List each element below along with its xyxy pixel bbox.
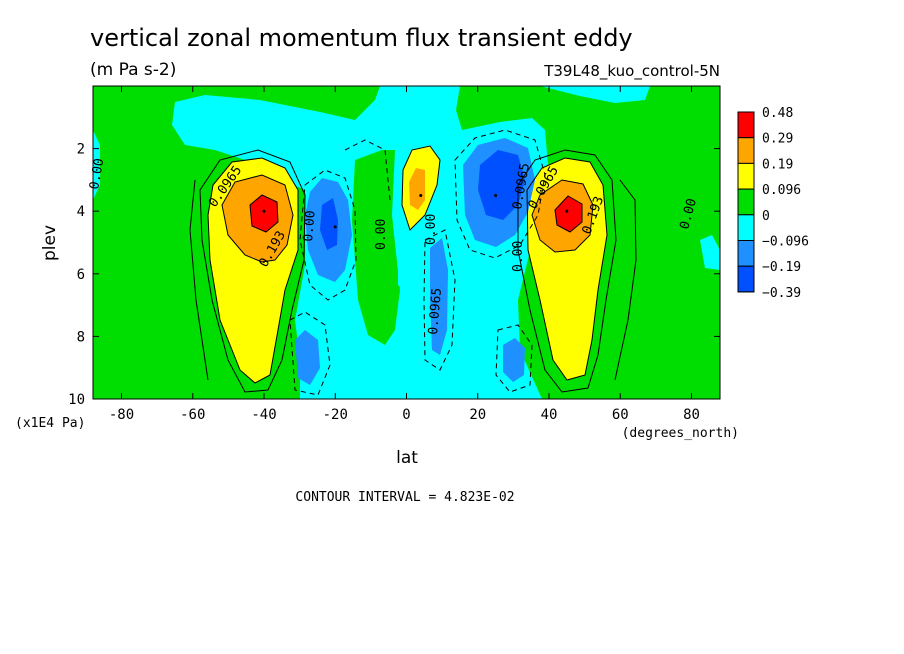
colorbar-label: 0 xyxy=(762,209,770,224)
x-tick-label: -80 xyxy=(109,407,134,423)
contour-label: 0.00 xyxy=(301,210,319,243)
red-core-west xyxy=(250,195,278,232)
contour-line-west-far xyxy=(189,179,209,381)
chart-units: (m Pa s-2) xyxy=(90,60,176,80)
colorbar-label: −0.096 xyxy=(762,235,809,250)
contour-line-dashed-west xyxy=(299,169,357,301)
x-tick-label: -40 xyxy=(251,407,276,423)
contour-line-east-outer xyxy=(517,149,617,393)
x-tick-label: 0 xyxy=(402,407,410,423)
y-tick-label: 10 xyxy=(68,392,85,408)
y-tick-label: 4 xyxy=(77,204,85,220)
cyan-bite-west xyxy=(93,130,100,200)
colorbar-swatch xyxy=(737,265,755,293)
cyan-slit xyxy=(398,240,406,290)
contour-line-center-yellow xyxy=(401,145,441,231)
dataset-label: T39L48_kuo_control-5N xyxy=(543,62,720,81)
colorbar-label: −0.39 xyxy=(762,286,801,301)
contour-field xyxy=(93,86,720,399)
extremum-marker xyxy=(565,209,569,213)
extremum-marker xyxy=(262,209,266,213)
x-tick-label: -60 xyxy=(180,407,205,423)
colorbar-swatch xyxy=(737,111,755,139)
colorbar-swatch xyxy=(737,240,755,267)
deepblue-core-east xyxy=(478,150,525,220)
y-tick-label: 8 xyxy=(77,329,85,345)
contour-lines-dashed xyxy=(289,129,546,396)
contour-line-east-far xyxy=(614,179,637,381)
colorbar-label: 0.29 xyxy=(762,132,793,147)
chart-title: vertical zonal momentum flux transient e… xyxy=(90,24,633,52)
contour-interval: CONTOUR INTERVAL = 4.823E-02 xyxy=(295,490,514,505)
contour-label: 0.0965 xyxy=(426,287,445,335)
colorbar-label: 0.096 xyxy=(762,183,801,198)
x-axis-units: (degrees_north) xyxy=(622,426,739,441)
extremum-marker xyxy=(494,194,498,198)
colorbar-swatch xyxy=(737,162,755,190)
blue-blob-sw xyxy=(295,330,320,385)
contour-label: 0.00 xyxy=(374,219,389,250)
colorbar-legend: 0.48 0.29 0.19 0.096 0 −0.096 −0.19 −0.39 xyxy=(737,106,809,301)
contour-line-east-red xyxy=(554,195,583,233)
y-axis-units: (x1E4 Pa) xyxy=(15,416,85,431)
orange-blob-center xyxy=(409,168,425,210)
contour-line-west-orange xyxy=(221,174,294,263)
colorbar-label: −0.19 xyxy=(762,260,801,275)
red-core-east xyxy=(555,196,582,232)
contour-line-dashed-center xyxy=(423,229,456,371)
x-axis-label: lat xyxy=(396,448,418,468)
axes: -80 -60 -40 -20 0 20 40 60 80 2 4 6 8 10 xyxy=(68,86,720,423)
x-tick-label: 40 xyxy=(541,407,558,423)
contour-line-west-yellow xyxy=(207,157,299,384)
colorbar-swatch xyxy=(737,214,755,242)
x-tick-label: 60 xyxy=(612,407,629,423)
colorbar-label: 0.19 xyxy=(762,157,793,172)
colorbar-frame xyxy=(737,111,755,293)
colorbar-swatch xyxy=(737,137,755,164)
contour-line-dashed-upper xyxy=(344,139,391,201)
x-tick-label: -20 xyxy=(323,407,348,423)
y-tick-label: 2 xyxy=(77,142,85,158)
contour-line-dashed-west-2 xyxy=(289,311,331,396)
contour-line-dashed-se xyxy=(495,324,533,393)
colorbar-swatch xyxy=(737,188,755,216)
contour-line-east-orange xyxy=(531,179,594,253)
contour-lines xyxy=(189,145,637,393)
cyan-bite-east xyxy=(700,235,720,270)
extremum-marker xyxy=(333,225,337,229)
x-tick-label: 20 xyxy=(469,407,486,423)
contour-line-west-red xyxy=(249,194,279,233)
y-tick-label: 6 xyxy=(77,267,85,283)
green-band-center xyxy=(352,150,400,345)
y-axis-label: plev xyxy=(40,225,60,261)
contour-line-west-outer xyxy=(199,149,306,393)
x-tick-label: 80 xyxy=(683,407,700,423)
blue-blob-se xyxy=(503,338,525,382)
contour-line-east-yellow xyxy=(526,157,608,381)
blue-strip-center xyxy=(430,238,448,355)
deepblue-core-west xyxy=(320,198,338,250)
extremum-marker xyxy=(419,194,423,198)
contour-label: 0.00 xyxy=(424,214,439,245)
contour-label: 0.00 xyxy=(511,241,526,272)
colorbar-label: 0.48 xyxy=(762,106,793,121)
contour-label: 0.00 xyxy=(87,157,107,190)
